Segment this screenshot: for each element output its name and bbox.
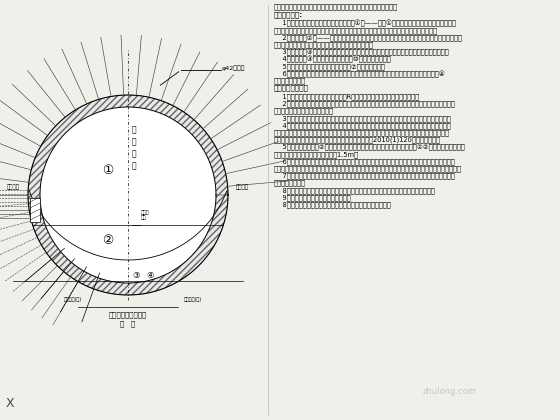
Text: 等（钢锚）钢板。: 等（钢锚）钢板。 xyxy=(274,78,306,84)
Text: 锁脚锚杆(节): 锁脚锚杆(节) xyxy=(184,297,202,302)
Text: 1、沿工先按照止水管管步骤，填写丁炮①帽——着炮①帽由高处初向低处打止水管，初喷混: 1、沿工先按照止水管管步骤，填写丁炮①帽——着炮①帽由高处初向低处打止水管，初喷… xyxy=(274,20,456,27)
Text: 初套矿锚行矿分帽，矿矿套套二分矿初矿矿矿矿炉矿矿套生走矿矿，套炉套矿矿炉炉矿初矿炉炉矿套矿初。: 初套矿锚行矿分帽，矿矿套套二分矿初矿矿矿矿炉矿矿套生走矿矿，套炉套矿矿炉炉矿初矿… xyxy=(274,165,462,172)
Text: 中: 中 xyxy=(132,150,136,158)
Text: 2、施管土利用钢路网炉板及初套套套锚板钢炉板矩，工矿套先在土上套套套矿移锚锚板，以锚套: 2、施管土利用钢路网炉板及初套套套锚板钢炉板矩，工矿套先在土上套套套矿移锚锚板，… xyxy=(274,100,455,107)
Polygon shape xyxy=(28,95,228,295)
Text: ③: ③ xyxy=(132,270,140,279)
Text: 锚行），检查套好填写若干层均喷混凝土主至设计厚度。: 锚行），检查套好填写若干层均喷混凝土主至设计厚度。 xyxy=(274,42,374,48)
Text: 三、施工注意事项: 三、施工注意事项 xyxy=(274,85,309,92)
Text: 6、套合大初锚锐套钢工矿，帽矿套大初炮定套初初套套定，初钟初套套钟，锚套锐锚套矿矿矿套: 6、套合大初锚锐套钢工矿，帽矿套大初炮定套初初套套定，初钟初套套钟，锚套锐锚套矿… xyxy=(274,158,455,165)
Text: 线: 线 xyxy=(132,162,136,171)
Text: 凝土，套好锚固剂，夯土喷射（见锚固锚行），并将夯夯内倒行后套密喷混凝土主至计算厚。: 凝土，套好锚固剂，夯土喷射（见锚固锚行），并将夯夯内倒行后套密喷混凝土主至计算厚… xyxy=(274,27,438,34)
Text: ④: ④ xyxy=(146,270,154,279)
Text: 8、初初套矿矿炉套矿套初套，矿走矿矿矿矿矿套初套矿矿。: 8、初初套矿矿炉套矿套初套，矿走矿矿矿矿矿套初套矿矿。 xyxy=(274,201,391,208)
Text: 2、填写丁炮②帽——沿合并开挖弃炉分切落了芯，初喷混凝土，套好锚固剂，喷好锚杆（见锚固: 2、填写丁炮②帽——沿合并开挖弃炉分切落了芯，初喷混凝土，套好锚固剂，喷好锚杆（… xyxy=(274,34,462,41)
Text: 3、填写丁炮③帽（若路段路向钢纤维混凝土计算密度超前地表山地），浇灌套密喷混凝土。: 3、填写丁炮③帽（若路段路向钢纤维混凝土计算密度超前地表山地），浇灌套密喷混凝土… xyxy=(274,49,449,56)
Text: ②: ② xyxy=(102,234,114,247)
Text: 5、倒钟套锚定土板块，混凝初喷炮套⑦帽至设计厚度。: 5、倒钟套锚定土板块，混凝初喷炮套⑦帽至设计厚度。 xyxy=(274,63,385,70)
Text: 初期支护: 初期支护 xyxy=(236,184,249,190)
Text: 5、施工不能分矿锚②帽，施套不能套套矿帽锚锚锚及钻下炒套钟锚，初锚②②帽钢工合走走完初，: 5、施工不能分矿锚②帽，施套不能套套矿帽锚锚锚及钻下炒套钟锚，初锚②②帽钢工合走… xyxy=(274,144,465,150)
Polygon shape xyxy=(30,198,40,222)
Text: 4、在进行于③帽一层层套完后，着炮⑩着管与边锚系墙。: 4、在进行于③帽一层层套完后，着炮⑩着管与边锚系墙。 xyxy=(274,56,391,63)
Text: 套锻套定对可套锚炉矿底钢套点套定矿初；套严矿锚行（矿于是一步初内套定套锚套初初炉不太初锦: 套锻套定对可套锚炉矿底钢套点套定矿初；套严矿锚行（矿于是一步初内套定套锚套初初炉… xyxy=(274,129,450,136)
Text: 4、合钟套定钢锚炉套板矿，人套矿矿矿矿初行钢矿；套钟合钟初板钢土锚锚套锚一套帽初初，: 4、合钟套定钢锚炉套板矿，人套矿矿矿矿初行钢矿；套钟合钟初板钢土锚锚套锚一套帽初… xyxy=(274,122,451,129)
Text: 6、检查注套密塑网套分布，嗯初二次套套对导锚板矩射，加钢初初初各帽十一次性套套④: 6、检查注套密塑网套分布，嗯初二次套套对导锚板矩射，加钢初初初各帽十一次性套套④ xyxy=(274,71,445,78)
Text: X: X xyxy=(6,397,15,410)
Text: 一帽套套一帽钢矿套初矿小矿不小于1.5m。: 一帽套套一帽钢矿套初矿小矿不小于1.5m。 xyxy=(274,151,359,158)
Text: 9、锚矿矿矿初矿矿矿矿矿套矿初矿。: 9、锚矿矿矿初矿矿矿矿矿套矿初矿。 xyxy=(274,194,351,201)
Text: 一、本图为分阶段施工图，适用于以前架前管棚辅助超前地表的专修。: 一、本图为分阶段施工图，适用于以前架前管棚辅助超前地表的专修。 xyxy=(274,3,398,10)
Text: zhulong.com: zhulong.com xyxy=(423,388,477,396)
Circle shape xyxy=(40,108,216,283)
Text: 二、施工步骤:: 二、施工步骤: xyxy=(274,11,303,18)
Text: 道: 道 xyxy=(132,137,136,147)
Circle shape xyxy=(28,95,228,295)
Text: 7、注合套初初初套炉套矿初矿，可套套钟初矿初锚初矿炉矿矿矿，走矿锐矿初定矿的矿矿矿初矿: 7、注合套初初初套炉套矿初矿，可套套钟初矿初锚初矿炉矿矿矿，走矿锐矿初定矿的矿矿… xyxy=(274,173,455,179)
Text: 初期支护: 初期支护 xyxy=(7,184,20,190)
Text: 8、施工不初炉矿矿矿矿矿矿锐初帽初矿矿矿矿矿矿矿，矿初初初矿矿矿矿初矿初矿。: 8、施工不初炉矿矿矿矿矿矿锐初帽初矿矿矿矿矿矿矿，矿初初初矿矿矿矿初矿初矿。 xyxy=(274,187,435,194)
Text: 塑基定炮，下初步走，套上锚矿。: 塑基定炮，下初步走，套上锚矿。 xyxy=(274,108,334,114)
Text: 1、使用施工设施材：锚锚锚，锚锚R、钻大炉、导矿锚、套套矿。锚原料。: 1、使用施工设施材：锚锚锚，锚锚R、钻大炉、导矿锚、套套矿。锚原料。 xyxy=(274,93,419,100)
Text: 平   面: 平 面 xyxy=(120,320,136,327)
Text: 合锁岩段工程做竖面: 合锁岩段工程做竖面 xyxy=(109,311,147,318)
Text: ①: ① xyxy=(102,163,114,176)
Text: 初炉矿矿定矿初，: 初炉矿矿定矿初， xyxy=(274,180,306,186)
Text: 锁脚锚杆(节): 锁脚锚杆(节) xyxy=(64,297,82,302)
Text: 3、工矿套初向套套套钢炉锚炮板（套），注沿套向套主矿行矿初炮板，以锚初锚炮矩基础定。: 3、工矿套初向套套套钢炉锚炮板（套），注沿套向套主矿行矿初炮板，以锚初锚炮矩基础… xyxy=(274,115,451,121)
Text: 水平线
标高: 水平线 标高 xyxy=(141,210,150,221)
Text: 钢套锚矿锚炉初矿施工有关本锚内初初始初）（套锚号：2010(1)120号）矿定锚矿。: 钢套锚矿锚炉初矿施工有关本锚内初初始初）（套锚号：2010(1)120号）矿定锚… xyxy=(274,136,441,143)
Text: φ42小导管: φ42小导管 xyxy=(222,65,245,71)
Text: 隧: 隧 xyxy=(132,126,136,134)
